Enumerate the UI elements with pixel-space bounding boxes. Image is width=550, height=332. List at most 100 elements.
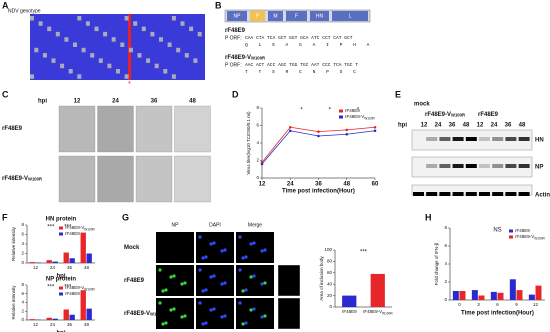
category: rF48E9 bbox=[342, 309, 357, 314]
label-text: Mock bbox=[124, 245, 140, 251]
band bbox=[492, 164, 504, 168]
if-column: NP bbox=[172, 222, 180, 228]
cell-dot bbox=[223, 314, 227, 318]
legend-swatch bbox=[509, 229, 513, 233]
mismatch-cell bbox=[90, 53, 95, 58]
x-tick-label: 48 bbox=[84, 265, 90, 270]
cell-dot bbox=[244, 255, 248, 259]
time-label: 12 bbox=[74, 99, 81, 105]
x-tick-label: 0 bbox=[458, 302, 461, 307]
y-tick-label: 8 bbox=[21, 282, 24, 287]
chart-title: NP protein bbox=[46, 277, 77, 283]
cell-dot bbox=[169, 308, 173, 312]
band bbox=[452, 164, 464, 168]
band bbox=[492, 137, 504, 141]
y-tick-label: 6 bbox=[444, 243, 447, 248]
cell-dot bbox=[241, 256, 245, 260]
mismatch-cell bbox=[124, 74, 129, 79]
legend-swatch bbox=[339, 115, 343, 119]
asterisk-mark: * bbox=[128, 81, 131, 88]
cell-dot bbox=[260, 282, 264, 286]
cell-dot bbox=[212, 241, 216, 245]
x-tick-label: 3 bbox=[477, 302, 480, 307]
bar bbox=[69, 258, 75, 263]
cell-image bbox=[135, 105, 173, 153]
mismatch-cell bbox=[150, 31, 155, 37]
label: rF48E9 bbox=[515, 228, 530, 233]
panel-letter: A bbox=[2, 0, 9, 10]
time-label: 24 bbox=[112, 99, 119, 105]
gene-label: HN bbox=[316, 13, 324, 19]
category: 36 bbox=[67, 265, 73, 270]
mismatch-cell bbox=[189, 26, 194, 32]
bar bbox=[452, 291, 459, 300]
label-sub: W100R bbox=[451, 113, 465, 118]
label: rF48E9 bbox=[345, 108, 360, 113]
band bbox=[452, 192, 464, 196]
cell-dot bbox=[158, 301, 162, 305]
y-tick-label: 80 bbox=[327, 259, 333, 264]
cell-image bbox=[58, 105, 96, 153]
band bbox=[479, 164, 490, 168]
cell-dot bbox=[172, 274, 176, 278]
label-text: rF48E9 bbox=[225, 28, 246, 34]
bar bbox=[46, 260, 52, 263]
x-tick-label: 12 bbox=[33, 322, 39, 327]
band bbox=[492, 192, 504, 196]
mismatch-cell bbox=[146, 58, 151, 63]
if-image bbox=[156, 232, 194, 263]
bar bbox=[497, 292, 504, 300]
gene-label: P bbox=[256, 13, 260, 19]
band bbox=[439, 164, 451, 168]
mismatch-cell bbox=[30, 74, 34, 79]
category: 48 bbox=[84, 322, 90, 327]
gene-box bbox=[286, 11, 307, 21]
bar bbox=[69, 314, 75, 320]
annotation: *** bbox=[64, 225, 72, 231]
lane-label: 36 bbox=[505, 123, 512, 129]
y-tick-label: 8 bbox=[21, 222, 24, 227]
cell-dot bbox=[209, 242, 213, 246]
bar bbox=[86, 253, 92, 263]
cell-dot bbox=[252, 274, 256, 278]
y-tick-label: 0 bbox=[444, 297, 447, 302]
mutation-column bbox=[128, 14, 131, 80]
bar bbox=[46, 317, 52, 320]
mismatch-cell bbox=[180, 21, 185, 26]
mismatch-cell bbox=[107, 63, 112, 69]
y-label: Relative intensity bbox=[11, 226, 16, 261]
mismatch-cell bbox=[55, 31, 60, 37]
mismatch-cell bbox=[111, 37, 116, 42]
category: rF48E9-V bbox=[363, 309, 382, 314]
protein-label: Actin bbox=[535, 193, 550, 199]
cell-image bbox=[135, 155, 173, 203]
cell-dot bbox=[212, 274, 216, 278]
y-tick-label: 2 bbox=[256, 158, 259, 163]
x-tick-label: 24 bbox=[287, 182, 294, 188]
cell-dot bbox=[204, 255, 208, 259]
mismatch-cell bbox=[85, 21, 90, 26]
cell-dot bbox=[172, 307, 176, 311]
category: 12 bbox=[33, 265, 39, 270]
label: rF48E9 bbox=[478, 112, 499, 118]
x-label: Time post infection(Hour) bbox=[461, 311, 534, 317]
panel-letter: C bbox=[2, 89, 9, 99]
x-tick-label: 36 bbox=[67, 322, 73, 327]
panel-letter: G bbox=[122, 212, 129, 222]
x-tick-label: rF48E9 bbox=[342, 309, 357, 314]
cell-dot bbox=[180, 282, 184, 286]
cell-dot bbox=[220, 249, 224, 253]
x-tick-label: 6 bbox=[496, 302, 499, 307]
point bbox=[288, 125, 292, 129]
x-tick-label: 24 bbox=[50, 265, 56, 270]
cell-dot bbox=[161, 289, 165, 293]
label: rF48E9-VW100R bbox=[2, 176, 42, 182]
nt-seq: CAA CTA TCA GCT GGT GCA ATC CCT CAT GCT bbox=[245, 35, 353, 41]
y-label: Area of inclusion body bbox=[319, 256, 324, 301]
legend-swatch bbox=[59, 292, 63, 296]
label-sub: W100R bbox=[28, 177, 42, 182]
panel-letter: H bbox=[425, 212, 432, 222]
label-text: rF48E9 bbox=[65, 231, 80, 236]
cell-dot bbox=[249, 275, 253, 279]
band bbox=[479, 137, 490, 141]
